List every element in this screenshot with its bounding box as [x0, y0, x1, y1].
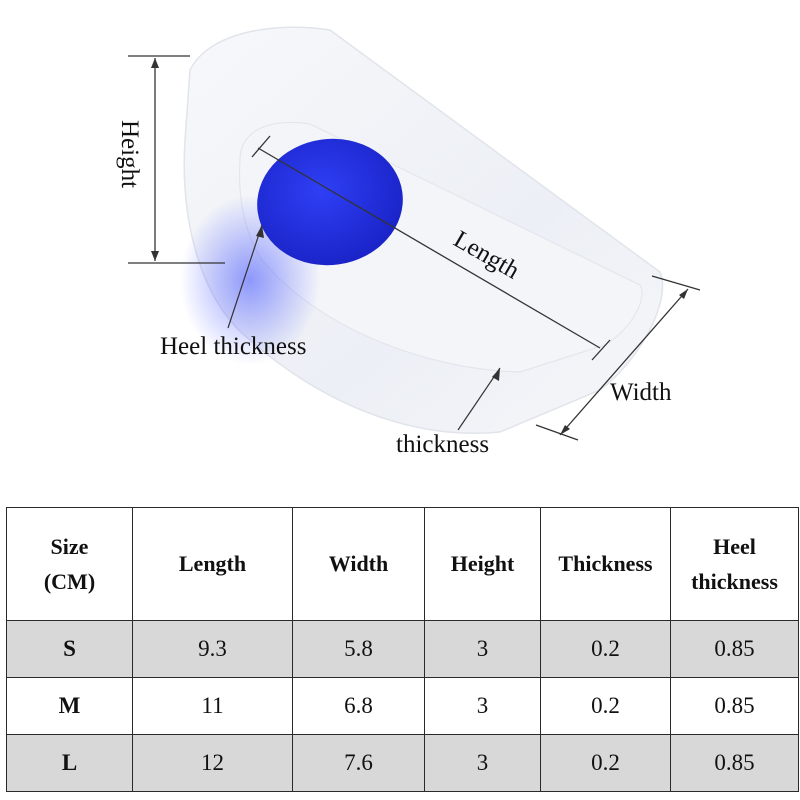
- thickness-cell: 0.2: [540, 734, 671, 792]
- header-size-line1: Size: [50, 533, 89, 559]
- width-cell: 5.8: [292, 620, 425, 678]
- height-dimension: [128, 55, 225, 264]
- heel-thickness-label: Heel thickness: [160, 333, 306, 360]
- length-cell: 9.3: [132, 620, 293, 678]
- thickness-cell: 0.2: [540, 677, 671, 735]
- width-cell: 6.8: [292, 677, 425, 735]
- heel-thickness-cell: 0.85: [670, 677, 799, 735]
- header-length: Length: [132, 507, 293, 621]
- height-label: Height: [116, 120, 143, 188]
- width-dimension: [535, 275, 701, 441]
- table-row: S 9.3 5.8 3 0.2 0.85: [6, 620, 799, 678]
- table-row: L 12 7.6 3 0.2 0.85: [6, 734, 799, 792]
- header-heel-thickness: Heel thickness: [670, 507, 799, 621]
- header-size-line2: (CM): [43, 569, 96, 594]
- length-cell: 11: [132, 677, 293, 735]
- header-thickness: Thickness: [540, 507, 671, 621]
- header-heel-thickness-line2: thickness: [691, 569, 778, 594]
- thickness-label: thickness: [396, 431, 489, 458]
- size-cell: S: [6, 620, 133, 678]
- table-header-row: Size (CM) Length Width Height Thickness …: [6, 507, 799, 621]
- heel-thickness-cell: 0.85: [670, 620, 799, 678]
- length-cell: 12: [132, 734, 293, 792]
- heel-cup-diagram: Height Length Width Heel thickness t: [116, 26, 701, 458]
- heel-thickness-pointer: [227, 224, 264, 329]
- height-cell: 3: [424, 620, 541, 678]
- thickness-pointer: [457, 367, 501, 431]
- size-cell: L: [6, 734, 133, 792]
- table-row: M 11 6.8 3 0.2 0.85: [6, 677, 799, 735]
- width-label: Width: [610, 379, 672, 406]
- heel-thickness-cell: 0.85: [670, 734, 799, 792]
- size-cell: M: [6, 677, 133, 735]
- size-chart-table: Size (CM) Length Width Height Thickness …: [6, 507, 799, 792]
- width-cell: 7.6: [292, 734, 425, 792]
- height-cell: 3: [424, 677, 541, 735]
- height-cell: 3: [424, 734, 541, 792]
- length-dimension: [251, 135, 611, 361]
- header-height: Height: [424, 507, 541, 621]
- header-size: Size (CM): [6, 507, 133, 621]
- thickness-cell: 0.2: [540, 620, 671, 678]
- blue-gel-pad: [257, 138, 403, 266]
- header-width: Width: [292, 507, 425, 621]
- header-heel-thickness-line1: Heel: [713, 533, 756, 559]
